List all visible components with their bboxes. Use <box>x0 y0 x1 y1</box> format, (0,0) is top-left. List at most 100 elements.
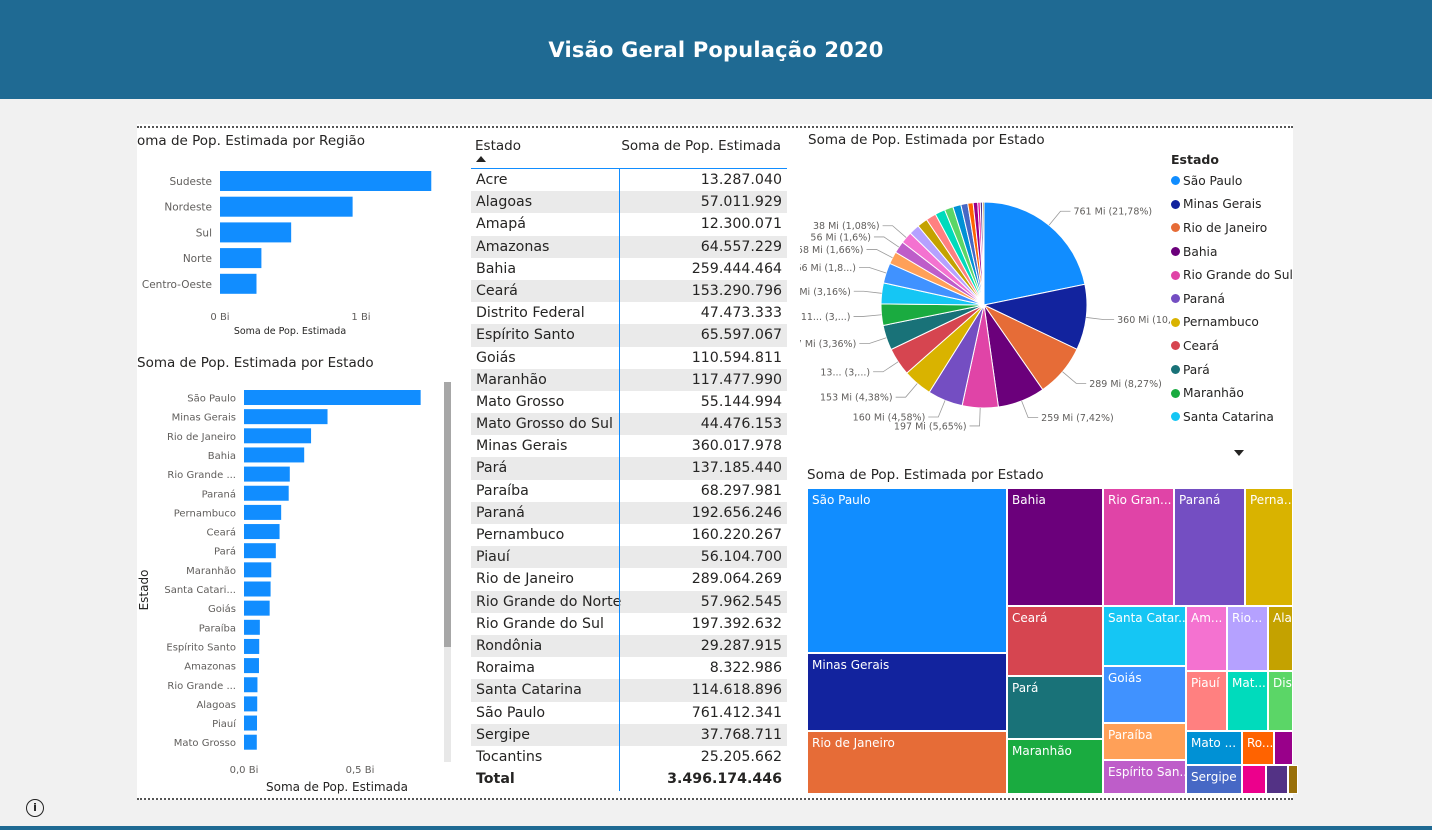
treemap-tile[interactable]: Dis... <box>1268 671 1293 731</box>
treemap-tile-small[interactable] <box>1274 731 1293 765</box>
treemap-tile[interactable]: Santa Catar... <box>1103 606 1186 666</box>
treemap-tile[interactable]: Paraíba <box>1103 723 1186 760</box>
treemap-tile[interactable]: Bahia <box>1007 488 1103 606</box>
state-bar[interactable] <box>244 409 328 425</box>
state-bar[interactable] <box>244 600 270 616</box>
legend-item[interactable]: Paraná <box>1171 287 1293 311</box>
legend-item[interactable]: Santa Catarina <box>1171 405 1293 429</box>
table-row[interactable]: Amazonas 64.557.229 <box>471 235 787 258</box>
state-bar[interactable] <box>244 696 258 712</box>
treemap-tile[interactable]: Rio Gran... <box>1103 488 1174 606</box>
legend-item[interactable]: Rio Grande do Sul <box>1171 263 1293 287</box>
table-header-pop[interactable]: Soma de Pop. Estimada <box>621 138 781 154</box>
state-bar[interactable] <box>244 524 280 540</box>
treemap-tile[interactable]: Mat... <box>1227 671 1268 731</box>
table-row[interactable]: Alagoas 57.011.929 <box>471 191 787 214</box>
table-row[interactable]: Piauí 56.104.700 <box>471 546 787 569</box>
pie-slice[interactable] <box>981 201 985 306</box>
region-bar[interactable] <box>220 273 257 294</box>
table-row[interactable]: Rio Grande do Sul 197.392.632 <box>471 613 787 635</box>
table-row[interactable]: Mato Grosso do Sul 44.476.153 <box>471 413 787 436</box>
treemap-tile[interactable]: Minas Gerais <box>807 653 1007 731</box>
treemap-tile[interactable]: Piauí <box>1186 671 1227 731</box>
treemap-tile[interactable]: Ala... <box>1268 606 1293 671</box>
state-bar[interactable] <box>244 390 421 405</box>
treemap-tile[interactable]: São Paulo <box>807 488 1007 653</box>
table-row[interactable]: Mato Grosso 55.144.994 <box>471 391 787 413</box>
legend-item[interactable]: Bahia <box>1171 240 1293 264</box>
treemap-tile[interactable]: Rio de Janeiro <box>807 731 1007 794</box>
treemap-tile[interactable]: Goiás <box>1103 666 1186 723</box>
state-bar[interactable] <box>244 658 259 674</box>
table-row[interactable]: Santa Catarina 114.618.896 <box>471 679 787 702</box>
table-row[interactable]: Pará 137.185.440 <box>471 457 787 480</box>
treemap-tile[interactable]: Espírito San... <box>1103 760 1186 794</box>
table-row[interactable]: São Paulo 761.412.341 <box>471 702 787 724</box>
table-row[interactable]: Goiás 110.594.811 <box>471 347 787 369</box>
state-bar[interactable] <box>244 677 258 693</box>
state-bar[interactable] <box>244 447 305 463</box>
treemap-tile-small[interactable] <box>1288 765 1298 794</box>
legend-scroll-down-icon[interactable] <box>1234 450 1244 456</box>
region-bar[interactable] <box>220 171 432 191</box>
table-row[interactable]: Rio de Janeiro 289.064.269 <box>471 568 787 590</box>
region-bar-chart[interactable]: Sudeste Nordeste Sul Norte Centro-Oeste 0 Bi 1… <box>137 160 437 340</box>
table-row[interactable]: Rio Grande do Norte 57.962.545 <box>471 590 787 613</box>
legend-item[interactable]: Pará <box>1171 358 1293 382</box>
state-chart-scrollbar-thumb[interactable] <box>444 382 451 647</box>
state-bar[interactable] <box>244 485 289 501</box>
region-bar[interactable] <box>220 196 353 217</box>
state-bar[interactable] <box>244 428 312 444</box>
table-row[interactable]: Sergipe 37.768.711 <box>471 723 787 746</box>
treemap-tile[interactable]: Mato ... <box>1186 731 1242 765</box>
state-bar-chart[interactable]: São Paulo Minas Gerais Rio de Janeiro Bahia… <box>137 380 442 796</box>
table-row[interactable]: Paraná 192.656.246 <box>471 501 787 524</box>
legend-item[interactable]: Pernambuco <box>1171 311 1293 335</box>
treemap-tile-small[interactable] <box>1266 765 1288 794</box>
state-bar[interactable] <box>244 466 290 482</box>
legend-item[interactable]: Rio de Janeiro <box>1171 216 1293 240</box>
info-icon[interactable]: i <box>26 799 44 817</box>
treemap-tile[interactable]: Pará <box>1007 676 1103 739</box>
table-row[interactable]: Rondônia 29.287.915 <box>471 634 787 658</box>
state-bar[interactable] <box>244 638 260 654</box>
state-bar[interactable] <box>244 715 258 731</box>
state-bar[interactable] <box>244 734 257 750</box>
treemap-tile[interactable]: Am... <box>1186 606 1227 671</box>
table-row[interactable]: Espírito Santo 65.597.067 <box>471 324 787 347</box>
table-row[interactable]: Acre 13.287.040 <box>471 169 787 191</box>
state-bar[interactable] <box>244 543 276 559</box>
treemap[interactable]: São Paulo Minas Gerais Rio de Janeiro Bahia… <box>807 488 1298 794</box>
state-bar[interactable] <box>244 562 272 578</box>
table-row[interactable]: Amapá 12.300.071 <box>471 213 787 235</box>
legend-item[interactable]: Ceará <box>1171 334 1293 358</box>
state-bar[interactable] <box>244 581 271 597</box>
treemap-tile[interactable]: Maranhão <box>1007 739 1103 794</box>
treemap-tile[interactable]: Ro... <box>1242 731 1274 765</box>
table-row[interactable]: Bahia 259.444.464 <box>471 258 787 280</box>
treemap-tile[interactable]: Perna... <box>1245 488 1293 606</box>
region-bar[interactable] <box>220 248 262 269</box>
legend-item[interactable]: Maranhão <box>1171 381 1293 405</box>
treemap-tile[interactable]: Rio... <box>1227 606 1268 671</box>
legend-item[interactable]: Minas Gerais <box>1171 193 1293 217</box>
treemap-tile[interactable]: Sergipe <box>1186 765 1242 794</box>
region-bar[interactable] <box>220 222 292 243</box>
state-bar[interactable] <box>244 619 260 635</box>
pie-chart[interactable]: 761 Mi (21,78%) 360 Mi (10,3%) 289 Mi (8,2… <box>800 150 1170 450</box>
table-row[interactable]: Minas Gerais 360.017.978 <box>471 435 787 457</box>
state-bar[interactable] <box>244 504 282 520</box>
treemap-tile[interactable]: Ceará <box>1007 606 1103 676</box>
pie-slice[interactable] <box>983 201 1086 306</box>
table-row[interactable]: Ceará 153.290.796 <box>471 279 787 303</box>
table-row[interactable]: Distrito Federal 47.473.333 <box>471 302 787 324</box>
table-header-estado[interactable]: Estado <box>475 138 521 154</box>
legend-item[interactable]: São Paulo <box>1171 169 1293 193</box>
sort-ascending-icon[interactable] <box>476 156 486 162</box>
treemap-tile-small[interactable] <box>1242 765 1266 794</box>
table-row[interactable]: Tocantins 25.205.662 <box>471 746 787 768</box>
table-row[interactable]: Roraima 8.322.986 <box>471 657 787 679</box>
table-row[interactable]: Pernambuco 160.220.267 <box>471 524 787 546</box>
table-row[interactable]: Maranhão 117.477.990 <box>471 368 787 391</box>
table-row[interactable]: Paraíba 68.297.981 <box>471 480 787 502</box>
